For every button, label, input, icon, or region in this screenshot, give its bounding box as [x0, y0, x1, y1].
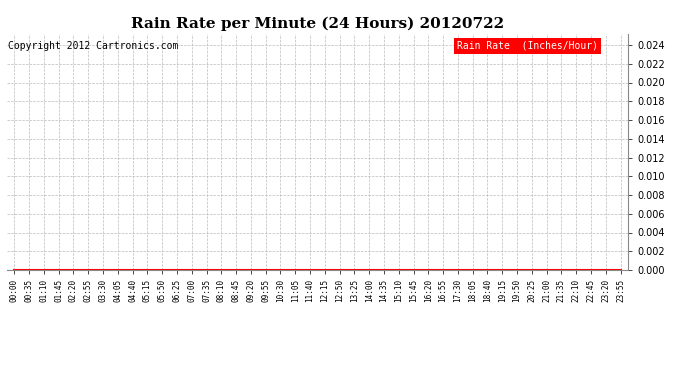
Title: Rain Rate per Minute (24 Hours) 20120722: Rain Rate per Minute (24 Hours) 20120722: [131, 17, 504, 31]
Text: Copyright 2012 Cartronics.com: Copyright 2012 Cartronics.com: [8, 41, 179, 51]
Text: Rain Rate  (Inches/Hour): Rain Rate (Inches/Hour): [457, 41, 598, 51]
